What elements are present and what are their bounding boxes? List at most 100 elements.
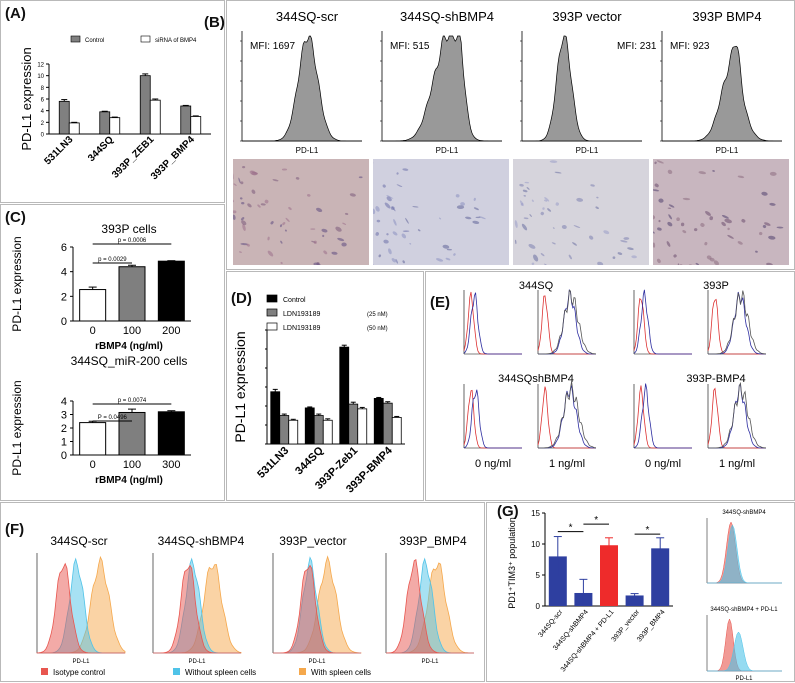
bar-393P-BMP4 xyxy=(383,403,392,444)
x-axis-label: 0 ng/ml xyxy=(645,458,681,470)
p-value: p = 0.0006 xyxy=(118,238,147,244)
y-tick-label: 5 xyxy=(536,571,541,580)
x-axis-label: PD-L1 xyxy=(296,146,319,155)
bar-344SQ xyxy=(110,118,120,134)
x-axis-label: rBMP4 (ng/ml) xyxy=(95,475,163,486)
legend-swatch xyxy=(299,668,306,675)
significance-star: * xyxy=(594,515,598,526)
bar-393P-Zeb1 xyxy=(340,347,349,444)
legend-swatch xyxy=(41,668,48,675)
x-axis-label: 0 ng/ml xyxy=(475,458,511,470)
legend-label: With spleen cells xyxy=(311,668,371,677)
histogram-curve xyxy=(708,291,766,354)
x-tick-label: 344SQ xyxy=(86,134,116,164)
bar-344SQ xyxy=(100,112,110,134)
y-tick-label: 6 xyxy=(61,242,67,254)
bar-393P-Zeb1 xyxy=(349,404,358,444)
legend-swatch xyxy=(267,309,277,316)
bar-300 xyxy=(158,412,184,455)
mfi-label: MFI: 231 xyxy=(617,41,657,52)
x-tick-label: 531LN3 xyxy=(42,134,75,167)
histogram-fill-1 xyxy=(386,559,474,653)
y-tick-label: 4 xyxy=(61,396,67,408)
histogram-title: 344SQshBMP4 xyxy=(498,373,574,385)
x-axis-label: PD-L1 xyxy=(436,146,459,155)
x-tick-label: 100 xyxy=(123,459,141,471)
inset-histogram xyxy=(707,525,782,583)
y-tick-label: 15 xyxy=(531,509,540,518)
legend-label: LDN193189 xyxy=(283,311,320,318)
bar-0 xyxy=(80,423,106,455)
legend-label: LDN193189 xyxy=(283,325,320,332)
x-axis-label: rBMP4 (ng/ml) xyxy=(95,341,163,352)
inset-x-axis-label: PD-L1 xyxy=(735,676,753,682)
histogram-curve xyxy=(464,390,522,448)
mfi-label: MFI: 515 xyxy=(390,41,430,52)
panel-label-e: (E) xyxy=(430,294,450,311)
p-value: P = 0.0496 xyxy=(98,415,128,421)
histogram-title: 393P-BMP4 xyxy=(686,373,745,385)
histogram-curve xyxy=(538,290,596,354)
y-tick-label: 10 xyxy=(37,74,44,80)
bar-531LN3 xyxy=(271,392,280,444)
bar-0 xyxy=(80,290,106,321)
y-axis-label: PD-L1 expression xyxy=(19,47,34,150)
x-tick-label: 344SQ xyxy=(293,444,326,477)
mfi-label: MFI: 1697 xyxy=(250,41,295,52)
panel-f-histograms: 344SQ-scrPD-L1344SQ-shBMP4PD-L1393P_vect… xyxy=(1,503,486,683)
micrograph-bg xyxy=(373,159,509,265)
y-tick-label: 10 xyxy=(531,540,540,549)
histogram-curve xyxy=(634,384,692,448)
chart-title: 393P cells xyxy=(101,222,156,236)
cell xyxy=(457,205,464,209)
x-axis-label: 1 ng/ml xyxy=(719,458,755,470)
y-axis-label: PD-L1 expression xyxy=(10,380,24,475)
panel-c-charts: 393P cells 0 2 4 6 PD-L1 expression 0 100 200 rBM… xyxy=(1,205,226,502)
bar-393P-BMP4 xyxy=(374,398,383,444)
inset-title: 344SQ-shBMP4 + PD-L1 xyxy=(710,607,778,613)
y-tick-label: 0 xyxy=(41,133,45,139)
histogram-curve xyxy=(634,386,692,449)
x-axis-label: PD-L1 xyxy=(421,659,439,665)
x-tick-label: 200 xyxy=(162,325,180,337)
histogram-curve xyxy=(538,387,596,448)
y-tick-label: 8 xyxy=(41,86,45,92)
histogram-curve xyxy=(708,383,766,448)
bar-344SQ xyxy=(305,408,314,444)
bar-393P_ZEB1 xyxy=(140,76,150,134)
micrograph-texture xyxy=(233,159,369,265)
panel-label-b: (B) xyxy=(204,14,225,31)
legend-concentration: (25 nM) xyxy=(367,312,388,318)
legend-label: Without spleen cells xyxy=(185,668,256,677)
x-tick-label: 344SQ-scr xyxy=(537,608,564,639)
y-tick-label: 4 xyxy=(61,267,67,279)
ihc-micrograph xyxy=(233,159,369,265)
inset-histogram xyxy=(707,522,782,583)
legend-label: Control xyxy=(85,38,104,44)
y-tick-label: 2 xyxy=(61,291,67,303)
y-tick-label: 6 xyxy=(41,98,45,104)
x-tick-label: 0 xyxy=(90,325,96,337)
micrograph-texture xyxy=(373,159,509,265)
histogram-title: 344SQ-scr xyxy=(276,9,339,24)
micrograph-texture xyxy=(653,159,789,265)
legend-concentration: (50 nM) xyxy=(367,326,388,332)
histogram-curve xyxy=(464,292,522,354)
histogram-curve xyxy=(538,296,596,354)
histogram-title: 393P xyxy=(703,280,729,292)
ihc-micrograph xyxy=(653,159,789,265)
x-tick-label: 0 xyxy=(90,459,96,471)
bar-393P_ZEB1 xyxy=(150,100,160,134)
y-tick-label: 1 xyxy=(61,437,67,449)
legend-swatch xyxy=(267,323,277,330)
x-axis-label: PD-L1 xyxy=(188,659,206,665)
histogram-title: 393P_BMP4 xyxy=(399,534,467,548)
bar-344SQ xyxy=(323,420,332,444)
histogram-curve xyxy=(634,290,692,354)
legend-swatch xyxy=(141,36,150,42)
